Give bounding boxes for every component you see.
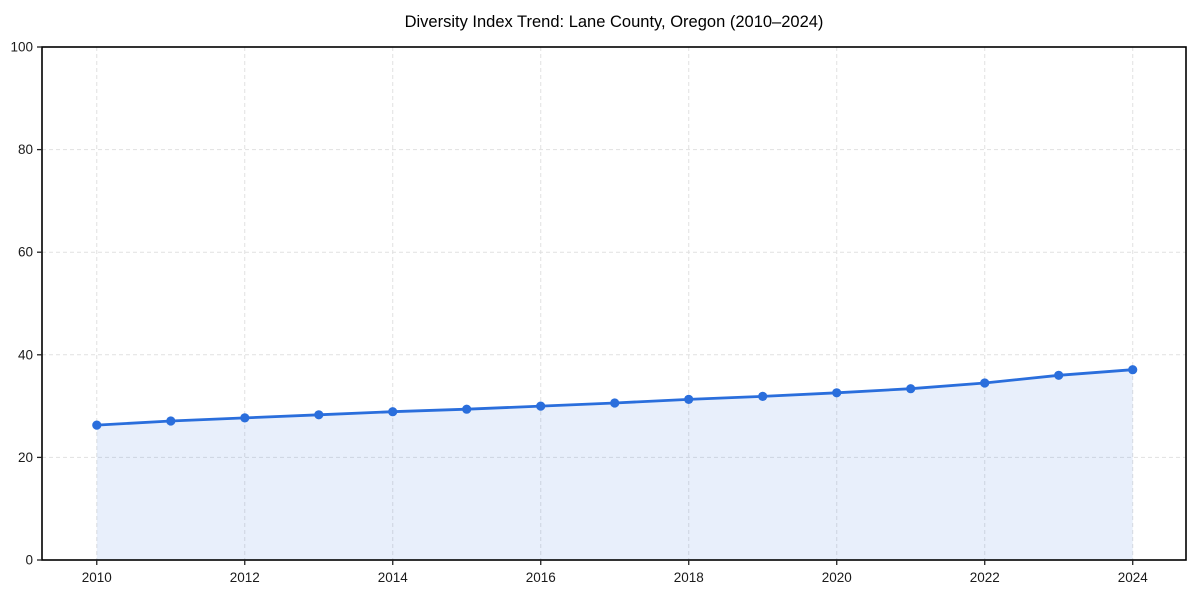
x-tick-label: 2020 <box>822 570 852 585</box>
y-tick-label: 60 <box>18 245 33 260</box>
data-point <box>1128 365 1138 375</box>
data-point <box>832 388 842 398</box>
x-tick-label: 2024 <box>1118 570 1149 585</box>
chart-title: Diversity Index Trend: Lane County, Oreg… <box>404 13 824 31</box>
y-tick-label: 40 <box>18 347 33 362</box>
plot-border <box>41 46 1187 561</box>
data-point <box>314 410 324 420</box>
data-point <box>536 401 546 411</box>
data-point <box>980 378 990 388</box>
y-tick-label: 80 <box>18 142 33 157</box>
data-point <box>758 391 768 401</box>
y-tick-label: 20 <box>18 450 33 465</box>
data-point <box>906 384 916 394</box>
data-point <box>1054 370 1064 380</box>
x-tick-label: 2014 <box>378 570 409 585</box>
data-point <box>462 404 472 414</box>
data-point <box>166 416 176 426</box>
y-tick-label: 0 <box>25 553 33 568</box>
data-point <box>610 398 620 408</box>
data-point <box>684 394 694 404</box>
x-tick-label: 2010 <box>82 570 112 585</box>
x-tick-label: 2016 <box>526 570 556 585</box>
x-tick-label: 2022 <box>970 570 1000 585</box>
x-tick-label: 2018 <box>674 570 704 585</box>
x-tick-label: 2012 <box>230 570 260 585</box>
data-point <box>92 420 102 430</box>
data-point <box>388 407 398 417</box>
y-tick-label: 100 <box>10 40 33 55</box>
area-fill <box>96 369 1133 560</box>
data-point <box>240 413 250 423</box>
